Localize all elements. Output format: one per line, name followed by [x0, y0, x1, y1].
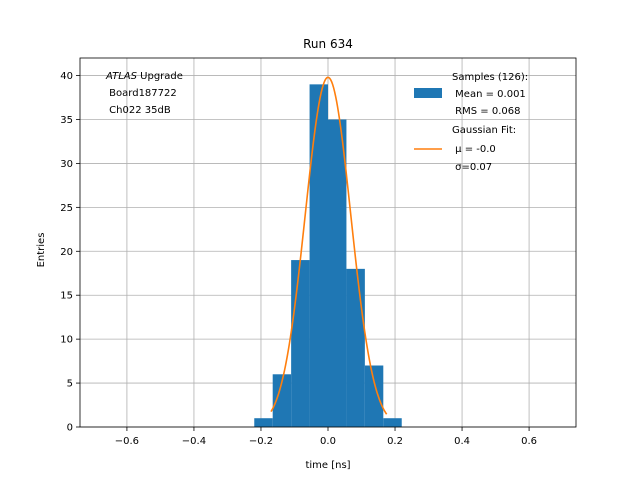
- histogram-bar: [272, 374, 292, 427]
- y-axis-ticks: 0 5 10 15 20 25 30 35 40: [60, 71, 80, 434]
- x-axis-ticks: −0.6 −0.4 −0.2 0.0 0.2 0.4 0.6: [115, 427, 537, 447]
- y-axis-label: Entries: [36, 233, 47, 268]
- histogram-bar: [291, 260, 310, 427]
- x-tick-label: 0.4: [454, 436, 470, 447]
- x-tick-label: −0.2: [249, 436, 273, 447]
- y-tick-label: 5: [67, 379, 73, 390]
- y-tick-label: 40: [60, 71, 73, 82]
- histogram-bar: [254, 418, 273, 427]
- y-tick-label: 20: [60, 247, 73, 258]
- x-tick-label: −0.4: [182, 436, 206, 447]
- histogram-bar: [328, 119, 347, 427]
- histogram-bar: [364, 365, 384, 427]
- y-tick-label: 15: [60, 291, 73, 302]
- y-tick-label: 0: [67, 423, 73, 434]
- annotation-line-3: Ch022 35dB: [106, 105, 171, 116]
- y-tick-label: 10: [60, 335, 73, 346]
- annotation-line-1-rest: Upgrade: [137, 71, 183, 82]
- legend-hist-line-1: Samples (126):: [452, 72, 528, 83]
- x-tick-label: 0.2: [387, 436, 403, 447]
- x-tick-label: −0.6: [115, 436, 139, 447]
- legend-hist-line-3: RMS = 0.068: [452, 106, 520, 117]
- gaussian-fit-curve: [270, 76, 388, 415]
- x-tick-label: 0.6: [521, 436, 537, 447]
- legend-hist-swatch: [414, 88, 442, 98]
- y-tick-label: 35: [60, 115, 73, 126]
- x-tick-label: 0.0: [320, 436, 336, 447]
- histogram-bar: [309, 84, 328, 427]
- chart-title: Run 634: [303, 37, 353, 51]
- y-tick-label: 30: [60, 159, 73, 170]
- legend-hist-line-2: Mean = 0.001: [452, 89, 526, 100]
- histogram-bar: [346, 268, 365, 427]
- annotation-line-2: Board187722: [106, 88, 177, 99]
- legend: Samples (126): Mean = 0.001 RMS = 0.068 …: [414, 72, 528, 173]
- legend-fit-line-2: μ = -0.0: [452, 144, 496, 155]
- fit-curve-layer: [270, 76, 388, 415]
- atlas-annotation: ATLAS Upgrade Board187722 Ch022 35dB: [105, 71, 183, 116]
- x-axis-label: time [ns]: [305, 460, 350, 471]
- annotation-italic-word: ATLAS: [105, 71, 138, 82]
- legend-fit-line-3: σ=0.07: [452, 162, 492, 173]
- annotation-line-1: ATLAS Upgrade: [105, 71, 183, 82]
- y-tick-label: 25: [60, 203, 73, 214]
- legend-fit-line-1: Gaussian Fit:: [452, 125, 516, 136]
- histogram-bar: [383, 418, 402, 427]
